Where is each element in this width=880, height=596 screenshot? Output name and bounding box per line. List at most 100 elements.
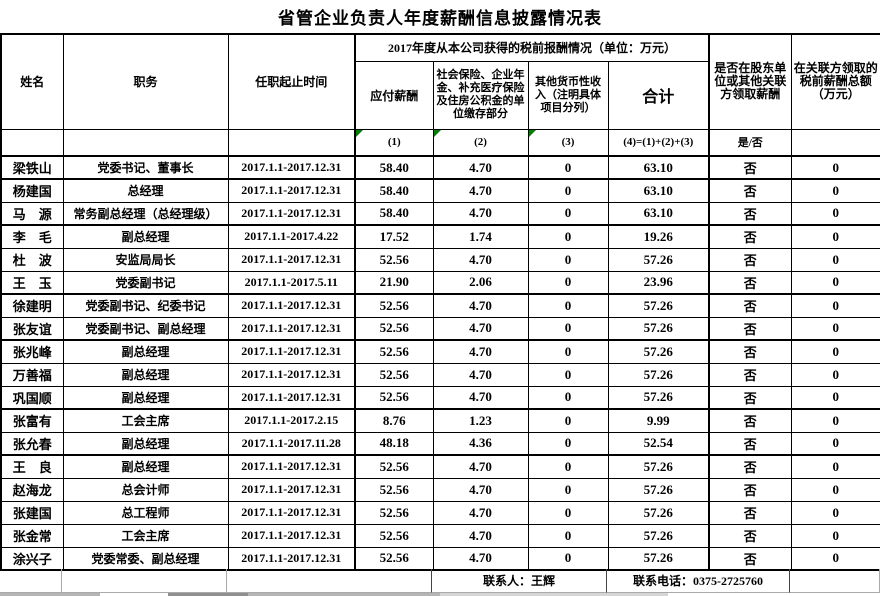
cell-social: 4.70 (432, 293, 529, 318)
cell-term: 2017.1.1-2017.2.15 (227, 408, 356, 433)
cell-related-party: 否 (708, 362, 792, 387)
cell-name: 张富有 (0, 408, 64, 433)
table-row: 杜 波 安监局局长 2017.1.1-2017.12.31 52.56 4.70… (0, 247, 880, 272)
table-row: 张友谊 党委副书记、副总经理 2017.1.1-2017.12.31 52.56… (0, 316, 880, 341)
table-row: 王 良 副总经理 2017.1.1-2017.12.31 52.56 4.70 … (0, 454, 880, 479)
table-row: 万善福 副总经理 2017.1.1-2017.12.31 52.56 4.70 … (0, 362, 880, 387)
cell-related-party: 否 (708, 270, 792, 295)
cell-term: 2017.1.1-2017.12.31 (227, 523, 356, 548)
cell-position: 副总经理 (62, 454, 229, 479)
cell-position: 党委副书记 (62, 270, 229, 295)
cell-position: 常务副总经理（总经理级） (62, 201, 229, 226)
cell-social: 4.70 (432, 362, 529, 387)
cell-related-amount: 0 (790, 247, 880, 272)
cell-total: 57.26 (607, 339, 710, 364)
cell-total: 52.54 (607, 431, 710, 456)
header-term: 任职起止时间 (227, 33, 356, 130)
cell-payable: 52.56 (354, 500, 434, 525)
cell-related-party: 否 (708, 546, 792, 571)
cell-payable: 21.90 (354, 270, 434, 295)
cell-position: 党委常委、副总经理 (62, 546, 229, 571)
empty-cell (227, 569, 432, 593)
table-row: 梁铁山 党委书记、董事长 2017.1.1-2017.12.31 58.40 4… (0, 155, 880, 180)
cell-term: 2017.1.1-2017.12.31 (227, 293, 356, 318)
cell-position: 党委书记、董事长 (62, 155, 229, 180)
header-related-party: 是否在股东单位或其他关联方领取薪酬 (708, 33, 792, 130)
cell-name: 王 玉 (0, 270, 64, 295)
cell-related-party: 否 (708, 477, 792, 502)
cell-related-party: 否 (708, 339, 792, 364)
cell-related-party: 否 (708, 293, 792, 318)
contact-phone: 联系电话：0375-2725760 (607, 569, 790, 593)
cell-payable: 52.56 (354, 546, 434, 571)
table-row: 张建国 总工程师 2017.1.1-2017.12.31 52.56 4.70 … (0, 500, 880, 525)
cell-related-party: 否 (708, 408, 792, 433)
empty-cell (62, 569, 227, 593)
cell-social: 4.70 (432, 477, 529, 502)
cell-related-amount: 0 (790, 500, 880, 525)
cell-total: 57.26 (607, 523, 710, 548)
header-num-2: (2) (432, 128, 529, 157)
cell-total: 63.10 (607, 201, 710, 226)
cell-related-party: 否 (708, 523, 792, 548)
cell-name: 张建国 (0, 500, 64, 525)
header-row-numbering: (1) (2) (3) (4)=(1)+(2)+(3) 是/否 (0, 128, 880, 157)
header-position: 职务 (62, 33, 229, 130)
table-row: 张富有 工会主席 2017.1.1-2017.2.15 8.76 1.23 0 … (0, 408, 880, 433)
cell-other-income: 0 (527, 155, 609, 180)
cell-position: 工会主席 (62, 408, 229, 433)
cell-related-amount: 0 (790, 431, 880, 456)
empty-cell (62, 128, 229, 157)
cell-social: 4.70 (432, 523, 529, 548)
cell-social: 1.23 (432, 408, 529, 433)
cell-total: 23.96 (607, 270, 710, 295)
cell-term: 2017.1.1-2017.12.31 (227, 247, 356, 272)
excel-marker-icon (529, 130, 536, 137)
cell-other-income: 0 (527, 523, 609, 548)
cell-related-party: 否 (708, 454, 792, 479)
empty-cell (0, 128, 64, 157)
table-row: 张兆峰 副总经理 2017.1.1-2017.12.31 52.56 4.70 … (0, 339, 880, 364)
sheet-edge-artifact (248, 593, 440, 596)
cell-related-amount: 0 (790, 224, 880, 249)
cell-term: 2017.1.1-2017.5.11 (227, 270, 356, 295)
header-name: 姓名 (0, 33, 64, 130)
cell-social: 4.70 (432, 546, 529, 571)
header-num-3: (3) (527, 128, 609, 157)
cell-name: 张兆峰 (0, 339, 64, 364)
cell-other-income: 0 (527, 500, 609, 525)
cell-position: 副总经理 (62, 339, 229, 364)
cell-related-amount: 0 (790, 454, 880, 479)
cell-social: 4.70 (432, 201, 529, 226)
page-title: 省管企业负责人年度薪酬信息披露情况表 (278, 8, 602, 28)
cell-total: 57.26 (607, 500, 710, 525)
cell-total: 57.26 (607, 362, 710, 387)
cell-payable: 58.40 (354, 178, 434, 203)
cell-name: 徐建明 (0, 293, 64, 318)
cell-payable: 52.56 (354, 454, 434, 479)
cell-position: 党委副书记、纪委书记 (62, 293, 229, 318)
cell-related-party: 否 (708, 500, 792, 525)
cell-social: 4.70 (432, 385, 529, 410)
header-payable: 应付薪酬 (354, 60, 434, 130)
header-yes-no: 是/否 (708, 128, 792, 157)
cell-total: 57.26 (607, 247, 710, 272)
empty-cell (790, 569, 880, 593)
cell-name: 张金常 (0, 523, 64, 548)
cell-social: 4.70 (432, 155, 529, 180)
cell-position: 党委副书记、副总经理 (62, 316, 229, 341)
cell-related-party: 否 (708, 385, 792, 410)
cell-term: 2017.1.1-2017.12.31 (227, 316, 356, 341)
header-row-1: 姓名 职务 任职起止时间 2017年度从本公司获得的税前报酬情况（单位：万元） … (0, 33, 880, 130)
cell-total: 57.26 (607, 385, 710, 410)
cell-related-amount: 0 (790, 408, 880, 433)
salary-table: 姓名 职务 任职起止时间 2017年度从本公司获得的税前报酬情况（单位：万元） … (0, 33, 880, 571)
cell-related-amount: 0 (790, 316, 880, 341)
cell-other-income: 0 (527, 178, 609, 203)
cell-related-amount: 0 (790, 546, 880, 571)
cell-related-amount: 0 (790, 477, 880, 502)
cell-payable: 58.40 (354, 155, 434, 180)
table-row: 赵海龙 总会计师 2017.1.1-2017.12.31 52.56 4.70 … (0, 477, 880, 502)
cell-position: 副总经理 (62, 431, 229, 456)
